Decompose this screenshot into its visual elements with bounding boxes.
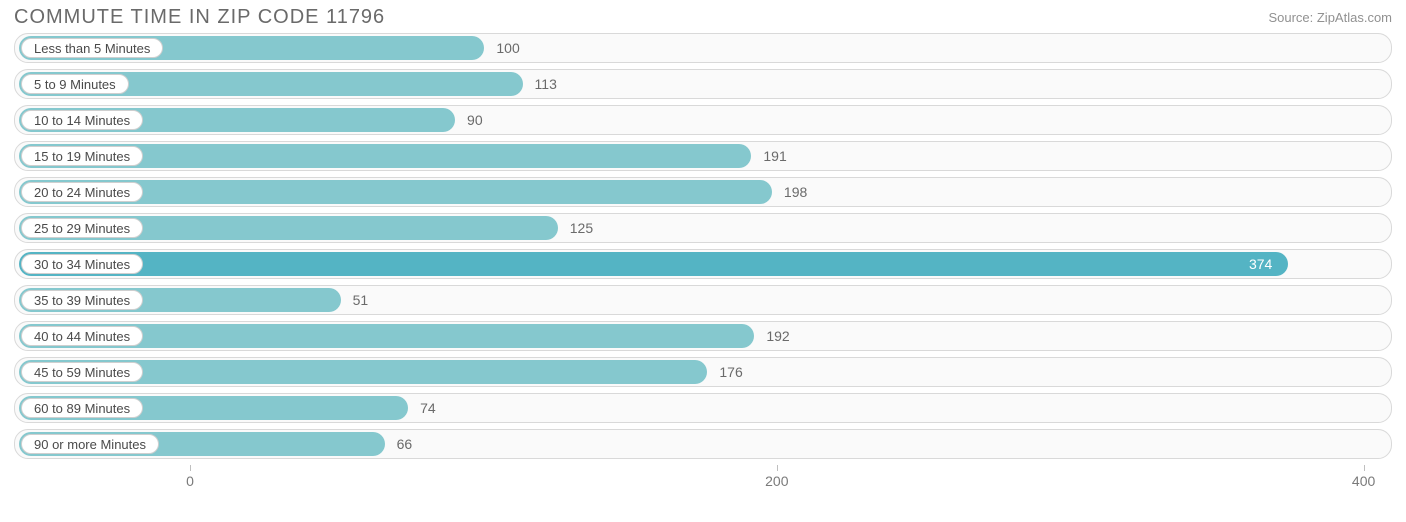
category-pill: 35 to 39 Minutes (21, 290, 143, 310)
bar-row: 40 to 44 Minutes 192 (14, 321, 1392, 351)
bar-row: Less than 5 Minutes 100 (14, 33, 1392, 63)
bar-row: 90 or more Minutes 66 (14, 429, 1392, 459)
value-label: 176 (719, 358, 742, 386)
value-label: 66 (397, 430, 413, 458)
x-axis: 0 200 400 (14, 465, 1392, 497)
category-pill: 40 to 44 Minutes (21, 326, 143, 346)
value-label: 90 (467, 106, 483, 134)
bar-row: 45 to 59 Minutes 176 (14, 357, 1392, 387)
chart-header: COMMUTE TIME IN ZIP CODE 11796 Source: Z… (0, 0, 1406, 33)
axis-tick: 0 (190, 465, 191, 491)
category-pill: 10 to 14 Minutes (21, 110, 143, 130)
bar-row: 5 to 9 Minutes 113 (14, 69, 1392, 99)
category-pill: Less than 5 Minutes (21, 38, 163, 58)
value-label: 191 (763, 142, 786, 170)
commute-time-chart: Less than 5 Minutes 100 5 to 9 Minutes 113 1… (0, 33, 1406, 459)
category-pill: 45 to 59 Minutes (21, 362, 143, 382)
tick-line (190, 465, 191, 471)
value-label: 74 (420, 394, 436, 422)
category-pill: 5 to 9 Minutes (21, 74, 129, 94)
axis-tick: 200 (777, 465, 778, 491)
bar-row: 35 to 39 Minutes 51 (14, 285, 1392, 315)
bar-fill (19, 252, 1288, 276)
category-pill: 15 to 19 Minutes (21, 146, 143, 166)
category-pill: 60 to 89 Minutes (21, 398, 143, 418)
value-label: 113 (535, 70, 557, 98)
axis-tick: 400 (1364, 465, 1365, 491)
axis-tick-label: 200 (765, 473, 788, 489)
category-pill: 30 to 34 Minutes (21, 254, 143, 274)
value-label: 51 (353, 286, 369, 314)
value-label: 374 (1249, 250, 1272, 278)
bar-row: 15 to 19 Minutes 191 (14, 141, 1392, 171)
bar-row: 30 to 34 Minutes 374 (14, 249, 1392, 279)
axis-tick-label: 0 (186, 473, 194, 489)
bar-row: 20 to 24 Minutes 198 (14, 177, 1392, 207)
value-label: 198 (784, 178, 807, 206)
category-pill: 90 or more Minutes (21, 434, 159, 454)
tick-line (1364, 465, 1365, 471)
value-label: 192 (766, 322, 789, 350)
bar-row: 25 to 29 Minutes 125 (14, 213, 1392, 243)
tick-line (777, 465, 778, 471)
category-pill: 20 to 24 Minutes (21, 182, 143, 202)
chart-source: Source: ZipAtlas.com (1268, 10, 1392, 25)
chart-title: COMMUTE TIME IN ZIP CODE 11796 (14, 6, 385, 29)
category-pill: 25 to 29 Minutes (21, 218, 143, 238)
bar-row: 60 to 89 Minutes 74 (14, 393, 1392, 423)
value-label: 100 (496, 34, 519, 62)
axis-tick-label: 400 (1352, 473, 1375, 489)
value-label: 125 (570, 214, 593, 242)
bar-row: 10 to 14 Minutes 90 (14, 105, 1392, 135)
